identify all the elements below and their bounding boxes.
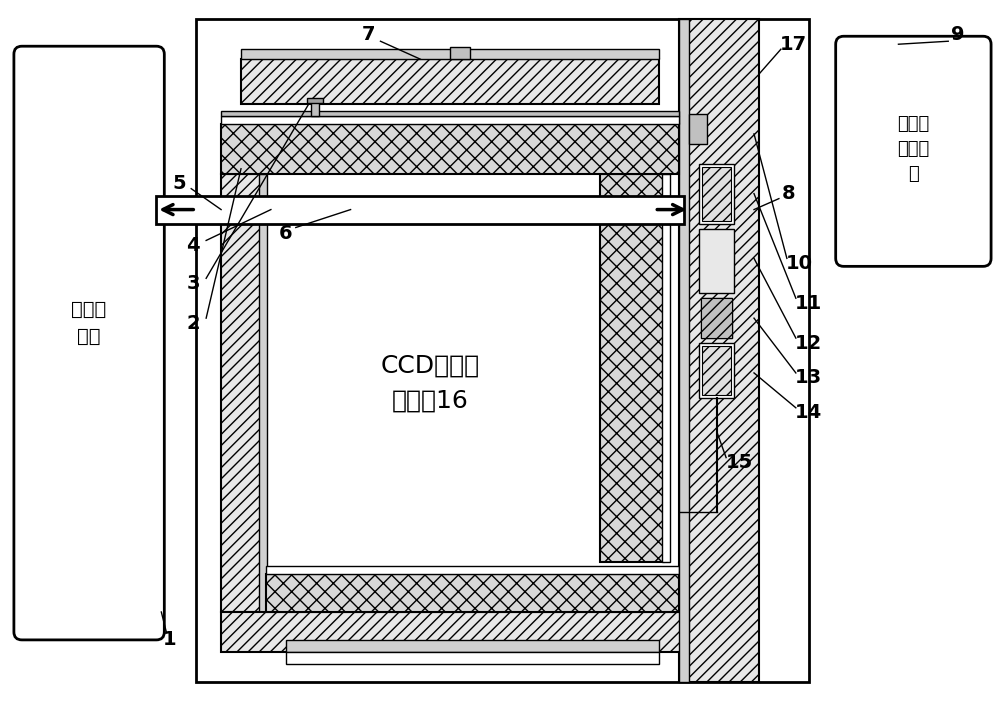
- Bar: [701, 298, 732, 338]
- Text: 电加热
片控制
器: 电加热 片控制 器: [897, 115, 930, 183]
- Bar: [702, 167, 731, 220]
- Bar: [311, 101, 319, 116]
- FancyBboxPatch shape: [836, 36, 991, 267]
- Bar: [221, 111, 679, 116]
- Text: 15: 15: [725, 453, 753, 472]
- Bar: [699, 164, 734, 223]
- Bar: [241, 59, 659, 104]
- Bar: [221, 174, 261, 612]
- Bar: [701, 298, 732, 338]
- Text: 2: 2: [186, 314, 200, 333]
- Text: 3: 3: [186, 274, 200, 293]
- Text: 14: 14: [795, 404, 822, 422]
- Bar: [702, 346, 731, 395]
- Text: 10: 10: [785, 254, 812, 273]
- Text: 13: 13: [795, 369, 822, 387]
- Bar: [266, 574, 679, 612]
- Text: 6: 6: [279, 224, 293, 243]
- Bar: [679, 19, 689, 682]
- Bar: [266, 566, 679, 574]
- Bar: [699, 228, 734, 293]
- FancyBboxPatch shape: [14, 46, 164, 640]
- Text: 17: 17: [780, 35, 807, 53]
- Bar: [221, 124, 679, 174]
- Bar: [241, 49, 659, 59]
- Bar: [156, 195, 684, 223]
- Bar: [286, 640, 659, 652]
- Bar: [221, 612, 689, 652]
- Text: 4: 4: [186, 236, 200, 255]
- Text: 7: 7: [362, 25, 375, 43]
- Text: 12: 12: [795, 334, 822, 352]
- Bar: [286, 652, 659, 664]
- Text: 5: 5: [172, 174, 186, 193]
- Text: 9: 9: [951, 25, 965, 43]
- Bar: [450, 47, 470, 59]
- Bar: [699, 343, 734, 398]
- Bar: [259, 174, 267, 612]
- Text: 1: 1: [162, 630, 176, 650]
- Bar: [307, 98, 323, 103]
- Bar: [679, 19, 759, 682]
- Text: 11: 11: [795, 294, 822, 313]
- Bar: [196, 19, 809, 682]
- Text: 低温循
环机: 低温循 环机: [71, 300, 106, 346]
- Bar: [221, 116, 679, 124]
- Text: 8: 8: [782, 184, 796, 203]
- Text: CCD图像采
集装编16: CCD图像采 集装编16: [381, 353, 480, 413]
- Bar: [600, 174, 664, 562]
- Bar: [689, 114, 707, 144]
- Bar: [662, 174, 670, 562]
